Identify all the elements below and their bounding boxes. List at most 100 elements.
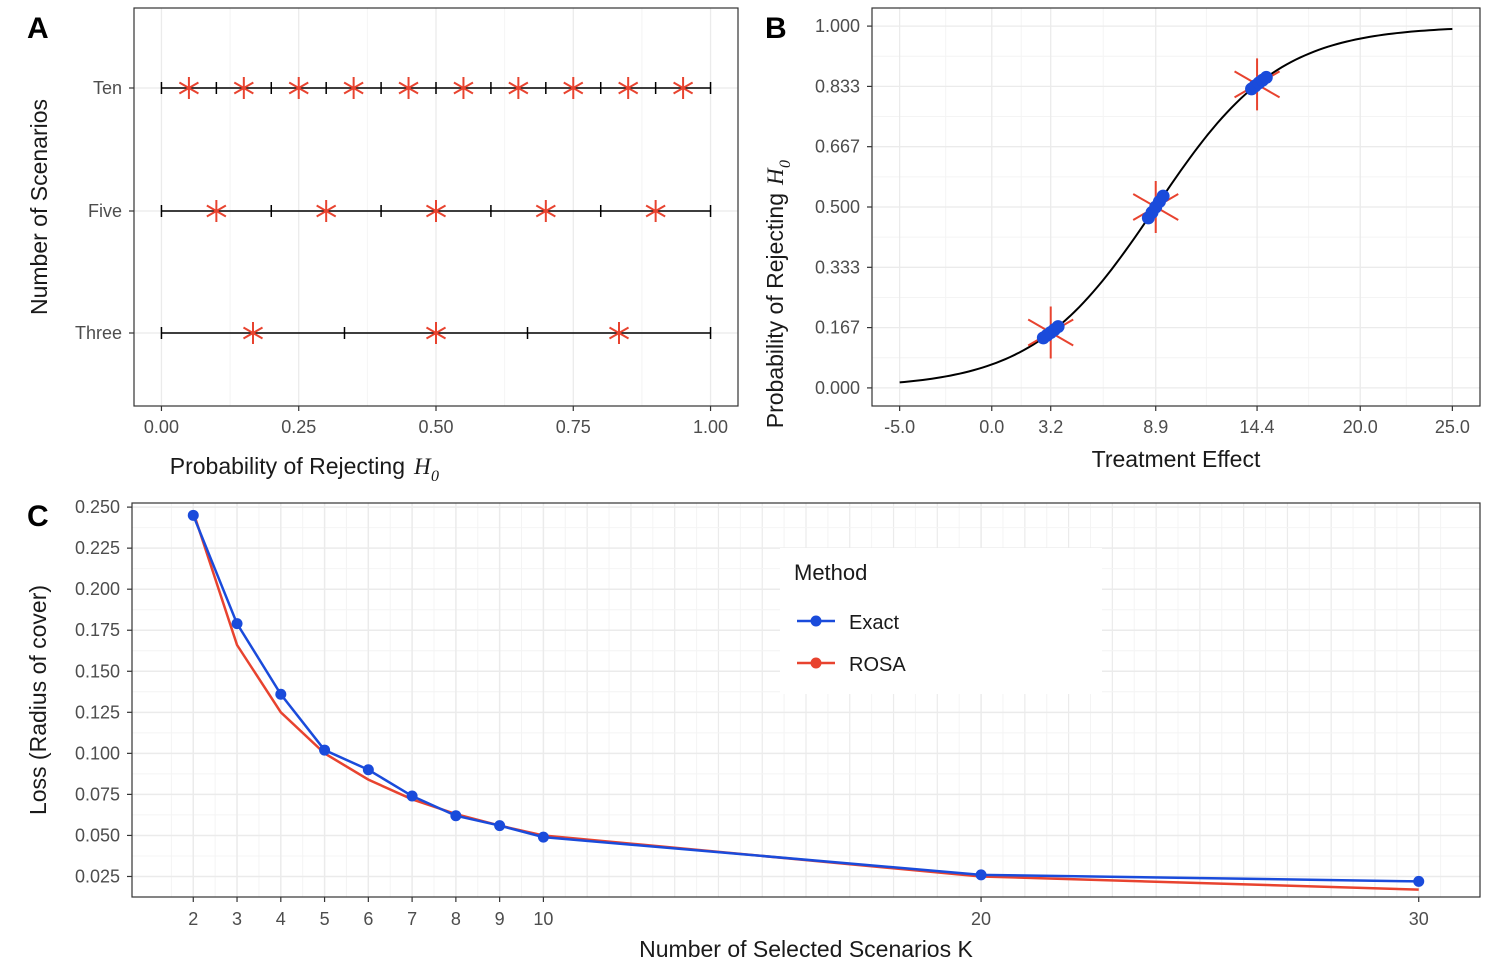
- x-tick-label: 0.00: [144, 417, 179, 437]
- panel-b-xlabel: Treatment Effect: [1092, 446, 1261, 472]
- y-tick-label: 0.000: [815, 378, 860, 398]
- star-marker: [233, 77, 254, 99]
- star-marker: [425, 322, 447, 344]
- panel-a-axes: Ten Five Three 0.00 0.25 0.50 0.75 1.00: [75, 78, 728, 437]
- x-tick-label: 0.50: [418, 417, 453, 437]
- star-marker: [242, 322, 264, 344]
- legend: Method Exact ROSA: [794, 560, 906, 676]
- y-tick-label: 0.250: [75, 497, 120, 517]
- panel-b-grid: [872, 8, 1480, 406]
- x-tick-label: 7: [407, 909, 417, 929]
- x-tick-label: 9: [495, 909, 505, 929]
- y-tick-label: 0.150: [75, 661, 120, 681]
- x-tick-label: 1.00: [693, 417, 728, 437]
- exact-point: [319, 744, 331, 756]
- panel-c: 2 3 4 5 6 7 8 9 10 20 30 0.025 0.050 0.075 0.100 0.125 0…: [25, 497, 1481, 962]
- panel-a-xlabel: Probability of Rejecting: [170, 453, 405, 479]
- y-tick-label: 0.667: [815, 137, 860, 157]
- star-marker: [508, 77, 529, 99]
- star-marker: [398, 77, 419, 99]
- legend-exact-dot: [810, 615, 822, 627]
- x-tick-label: 20.0: [1343, 417, 1378, 437]
- panel-b: -5.0 0.0 3.2 8.9 14.4 20.0 25.0 0.000 0.167 0.333…: [762, 7, 1481, 472]
- panel-label-c: C: [27, 500, 49, 533]
- panel-b-marks: [899, 27, 1453, 384]
- x-tick-label: 0.25: [281, 417, 316, 437]
- exact-point: [494, 820, 506, 832]
- x-tick-label: 25.0: [1435, 417, 1470, 437]
- y-tick-label: Ten: [93, 78, 122, 98]
- y-tick-label: 0.050: [75, 825, 120, 845]
- panel-c-xlabel: Number of Selected Scenarios K: [639, 936, 973, 962]
- panel-c-axes: 2 3 4 5 6 7 8 9 10 20 30 0.025 0.050 0.075 0.100 0.125 0…: [75, 497, 1429, 929]
- star-marker: [563, 77, 584, 99]
- star-marker: [206, 200, 227, 222]
- y-tick-label: 0.025: [75, 866, 120, 886]
- star-marker: [343, 77, 364, 99]
- exact-point: [450, 810, 462, 822]
- x-tick-label: 8.9: [1143, 417, 1168, 437]
- y-tick-label: Three: [75, 323, 122, 343]
- scenario-point: [1156, 189, 1170, 203]
- x-tick-label: 30: [1409, 909, 1429, 929]
- panel-a: Ten Five Three 0.00 0.25 0.50 0.75 1.00 Probabi…: [26, 7, 739, 485]
- panel-a-xlabel-symbol: H: [413, 454, 432, 479]
- y-tick-label: 1.000: [815, 16, 860, 36]
- x-tick-label: 5: [320, 909, 330, 929]
- panel-label-a: A: [27, 12, 49, 45]
- x-tick-label: 0.75: [556, 417, 591, 437]
- panel-a-ylabel: Number of Scenarios: [26, 99, 52, 315]
- power-curve: [899, 27, 1453, 384]
- scenario-point: [1259, 70, 1273, 84]
- panel-c-ylabel: Loss (Radius of cover): [25, 585, 51, 815]
- y-tick-label: 0.200: [75, 579, 120, 599]
- x-tick-label: 8: [451, 909, 461, 929]
- star-marker: [288, 77, 309, 99]
- y-tick-label: 0.175: [75, 620, 120, 640]
- legend-rosa-dot: [810, 657, 822, 669]
- x-tick-label: 6: [363, 909, 373, 929]
- star-marker: [645, 200, 666, 222]
- panel-b-axes: -5.0 0.0 3.2 8.9 14.4 20.0 25.0 0.000 0.167 0.333…: [815, 16, 1470, 437]
- scenario-point: [1051, 320, 1065, 334]
- x-tick-label: 20: [971, 909, 991, 929]
- exact-point: [187, 509, 199, 521]
- x-tick-label: 3: [232, 909, 242, 929]
- star-marker: [618, 77, 639, 99]
- legend-rosa-label: ROSA: [849, 654, 906, 676]
- y-tick-label: 0.225: [75, 538, 120, 558]
- legend-exact-label: Exact: [849, 612, 899, 634]
- x-tick-label: 10: [533, 909, 553, 929]
- x-tick-label: 4: [276, 909, 286, 929]
- exact-point: [975, 869, 987, 881]
- y-tick-label: 0.100: [75, 743, 120, 763]
- y-tick-label: 0.833: [815, 76, 860, 96]
- panel-b-ylabel: Probability of Rejecting: [762, 193, 788, 428]
- exact-point: [362, 764, 374, 776]
- star-marker: [608, 322, 630, 344]
- star-marker: [425, 200, 447, 222]
- exact-point: [275, 688, 287, 700]
- panel-label-b: B: [765, 12, 787, 45]
- exact-point: [1413, 875, 1425, 887]
- y-tick-label: 0.333: [815, 257, 860, 277]
- y-tick-label: 0.167: [815, 318, 860, 338]
- x-tick-label: 0.0: [979, 417, 1004, 437]
- panel-c-grid: [132, 503, 1480, 897]
- panel-c-border: [131, 502, 1481, 898]
- panel-a-marks: [160, 77, 712, 344]
- panel-b-ylabel-sub: 0: [777, 160, 794, 168]
- exact-point: [231, 618, 243, 630]
- x-tick-label: -5.0: [884, 417, 915, 437]
- y-tick-label: 0.125: [75, 702, 120, 722]
- star-marker: [453, 77, 474, 99]
- star-marker: [673, 77, 694, 99]
- panel-a-xlabel-sub: 0: [431, 468, 439, 485]
- star-marker: [316, 200, 337, 222]
- y-tick-label: Five: [88, 201, 122, 221]
- x-tick-label: 3.2: [1038, 417, 1063, 437]
- x-tick-label: 14.4: [1240, 417, 1275, 437]
- y-tick-label: 0.075: [75, 784, 120, 804]
- star-marker: [178, 77, 199, 99]
